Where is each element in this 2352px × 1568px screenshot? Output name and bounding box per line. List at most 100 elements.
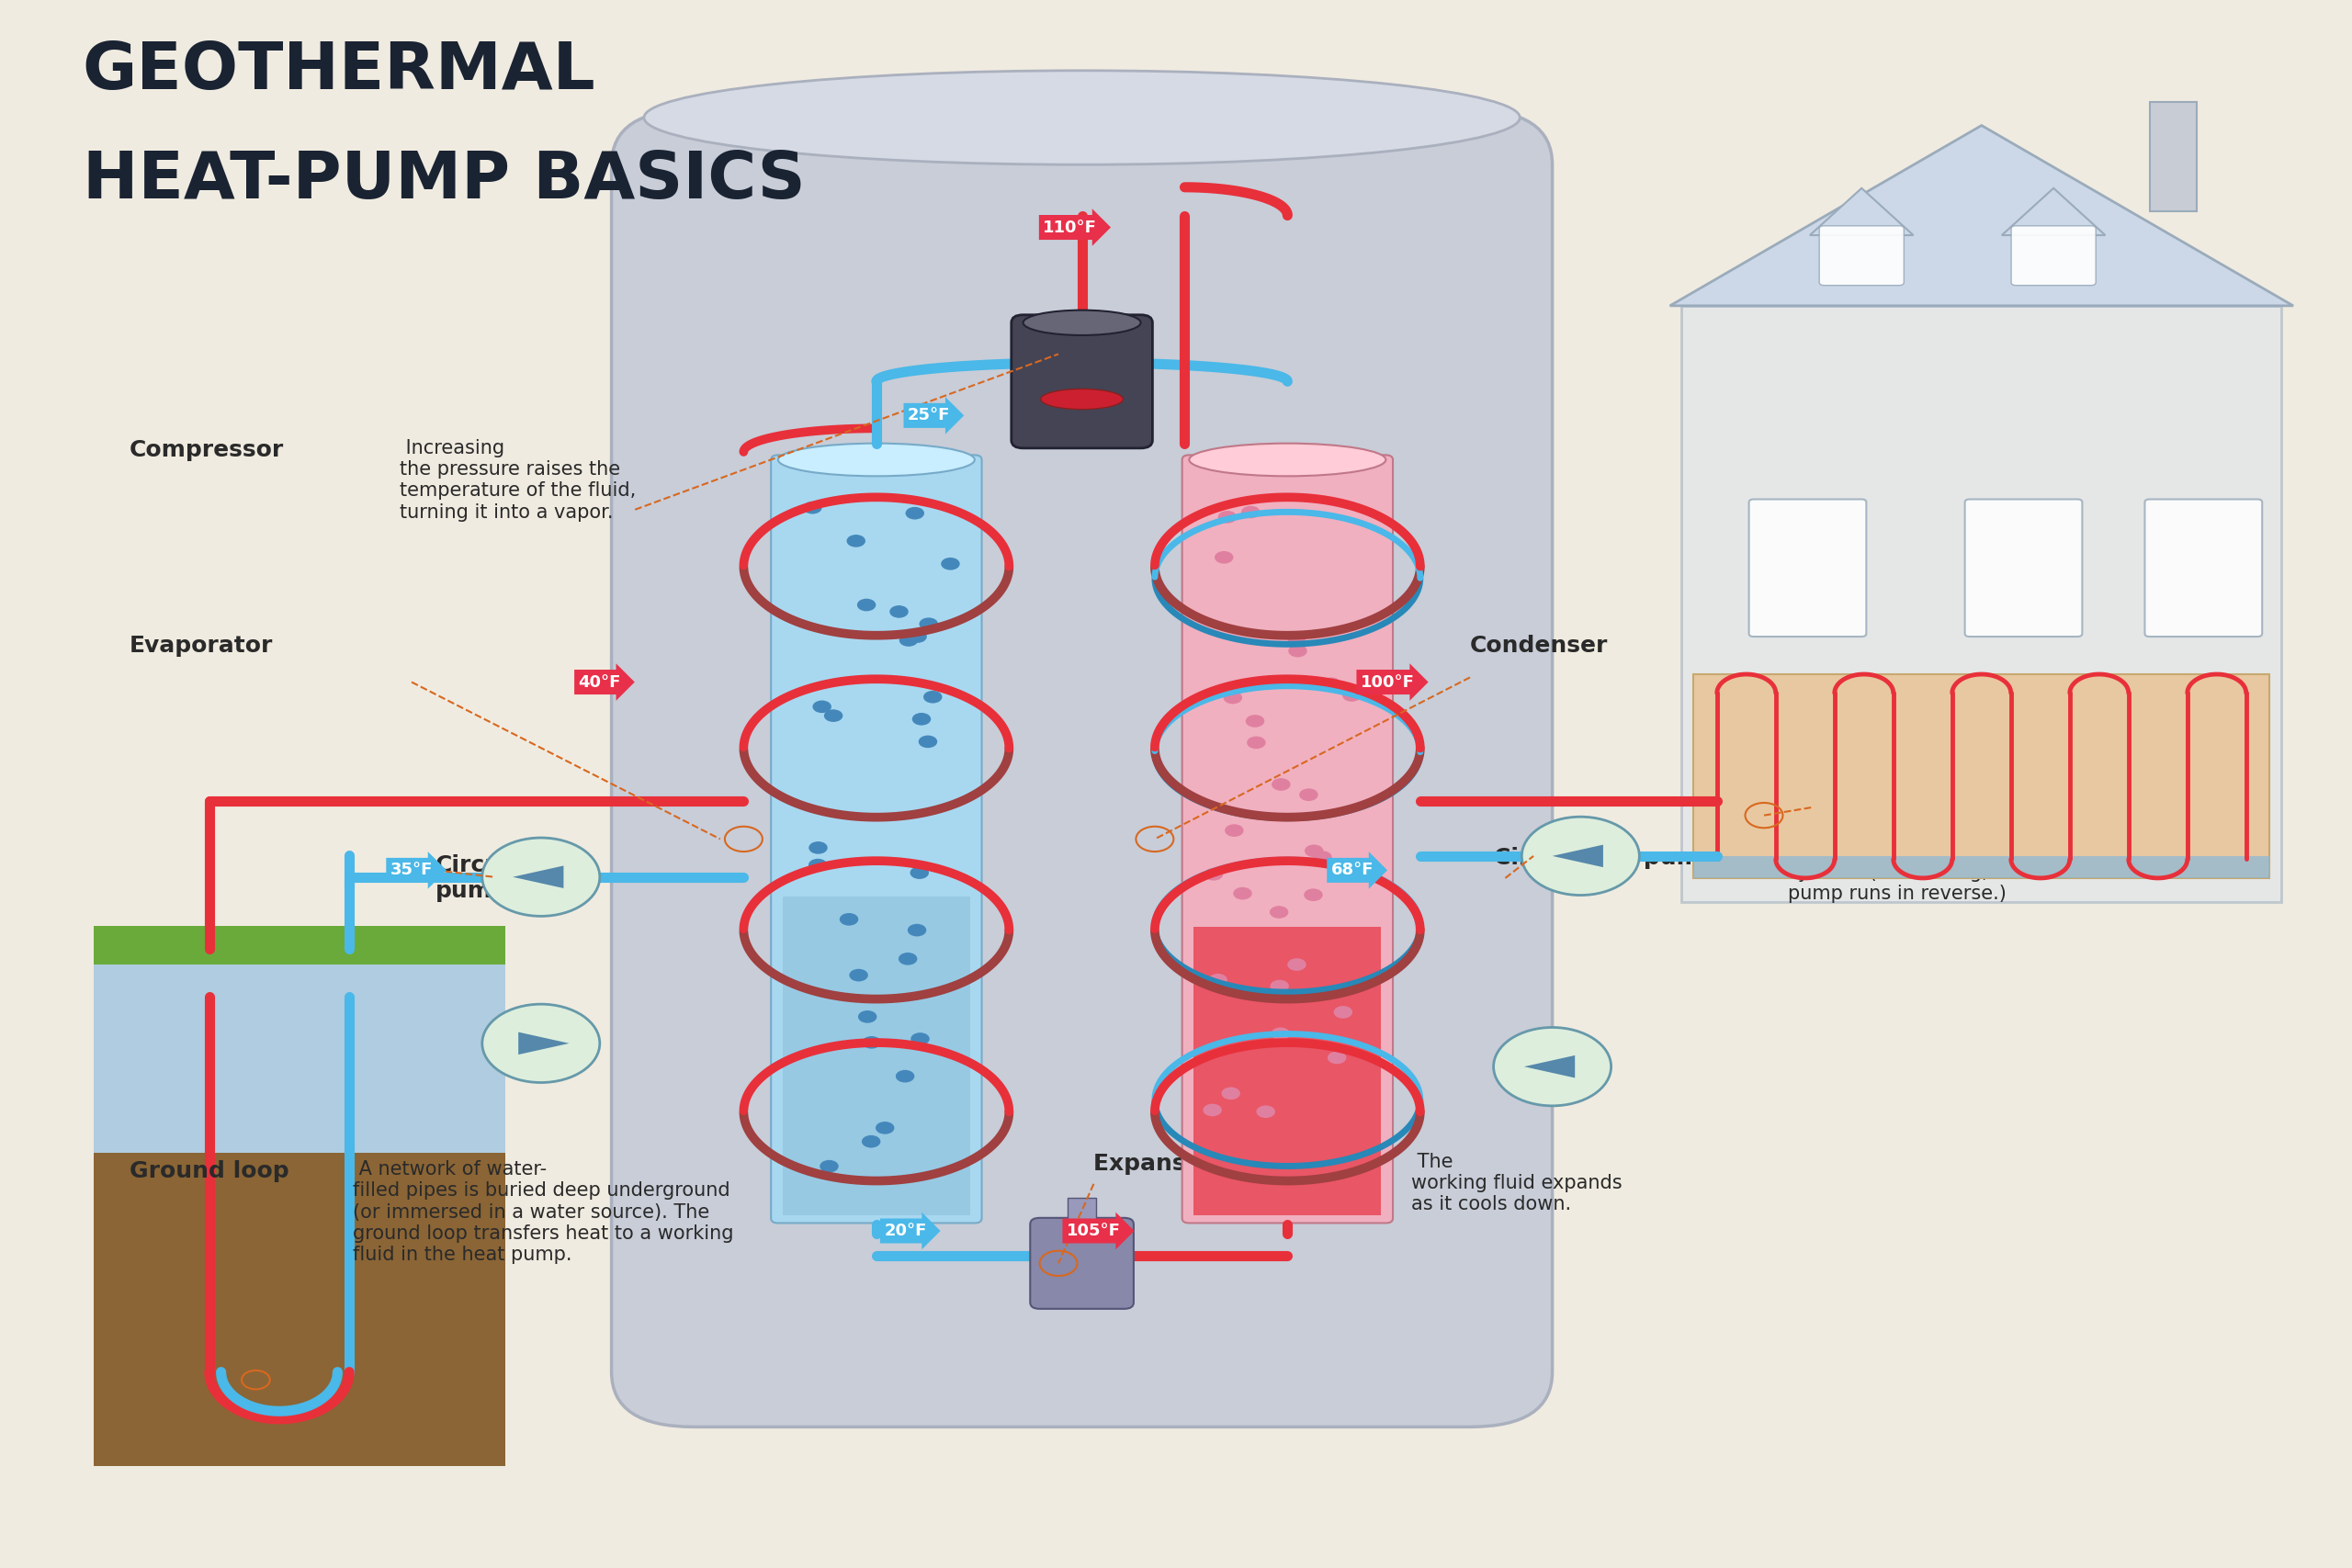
FancyBboxPatch shape bbox=[1820, 226, 1905, 285]
Ellipse shape bbox=[1023, 310, 1141, 336]
Text: 68°F: 68°F bbox=[1331, 862, 1374, 878]
FancyBboxPatch shape bbox=[94, 964, 506, 1152]
Circle shape bbox=[1247, 715, 1265, 728]
Polygon shape bbox=[1670, 125, 2293, 306]
FancyBboxPatch shape bbox=[771, 455, 981, 1223]
Text: Condenser: Condenser bbox=[1470, 635, 1609, 657]
FancyBboxPatch shape bbox=[1068, 1198, 1096, 1229]
Circle shape bbox=[898, 633, 917, 646]
Circle shape bbox=[809, 842, 828, 855]
FancyBboxPatch shape bbox=[1195, 927, 1381, 1215]
Circle shape bbox=[924, 690, 943, 702]
Circle shape bbox=[821, 1160, 840, 1173]
Text: Compressor: Compressor bbox=[129, 439, 285, 461]
Text: A network of water-
filled pipes is buried deep underground
(or immersed in a wa: A network of water- filled pipes is buri… bbox=[353, 1160, 734, 1264]
Circle shape bbox=[1221, 1087, 1240, 1099]
Circle shape bbox=[920, 735, 938, 748]
Polygon shape bbox=[2002, 188, 2105, 235]
Circle shape bbox=[910, 867, 929, 880]
Circle shape bbox=[1287, 632, 1305, 644]
Circle shape bbox=[811, 701, 830, 713]
Circle shape bbox=[908, 924, 927, 936]
FancyBboxPatch shape bbox=[1964, 499, 2082, 637]
Circle shape bbox=[1272, 778, 1291, 790]
Circle shape bbox=[896, 1069, 915, 1082]
Circle shape bbox=[1256, 1105, 1275, 1118]
Circle shape bbox=[858, 1010, 877, 1022]
Circle shape bbox=[1327, 1052, 1345, 1065]
Circle shape bbox=[823, 709, 842, 721]
Text: 110°F: 110°F bbox=[1044, 220, 1096, 235]
FancyBboxPatch shape bbox=[612, 110, 1552, 1427]
Ellipse shape bbox=[644, 71, 1519, 165]
Circle shape bbox=[1522, 817, 1639, 895]
Circle shape bbox=[941, 558, 960, 571]
Circle shape bbox=[910, 1033, 929, 1046]
FancyBboxPatch shape bbox=[2145, 499, 2263, 637]
Text: 25°F: 25°F bbox=[908, 408, 950, 423]
Circle shape bbox=[1202, 1104, 1221, 1116]
Circle shape bbox=[482, 1004, 600, 1082]
Text: Heat-distribution system: Heat-distribution system bbox=[1788, 800, 2112, 822]
Circle shape bbox=[1214, 550, 1232, 563]
Circle shape bbox=[1218, 511, 1237, 524]
Circle shape bbox=[1204, 869, 1223, 881]
Circle shape bbox=[1494, 1027, 1611, 1105]
Text: Ground loop: Ground loop bbox=[129, 1160, 289, 1182]
FancyBboxPatch shape bbox=[1030, 1218, 1134, 1309]
FancyBboxPatch shape bbox=[1693, 856, 2270, 878]
Text: This can be either underfloor
heating, radiators, or a forced-air
system. (For c: This can be either underfloor heating, r… bbox=[1788, 800, 2107, 903]
Circle shape bbox=[1289, 644, 1308, 657]
Circle shape bbox=[1247, 737, 1265, 750]
Circle shape bbox=[1223, 691, 1242, 704]
Ellipse shape bbox=[1190, 444, 1385, 477]
Circle shape bbox=[847, 535, 866, 547]
Circle shape bbox=[1287, 958, 1305, 971]
Circle shape bbox=[1305, 845, 1324, 858]
Circle shape bbox=[898, 952, 917, 964]
Circle shape bbox=[1232, 887, 1251, 900]
Text: Circulating
pump: Circulating pump bbox=[435, 855, 576, 902]
Circle shape bbox=[1343, 688, 1362, 701]
Polygon shape bbox=[1811, 188, 1915, 235]
Circle shape bbox=[1334, 1007, 1352, 1019]
Circle shape bbox=[863, 1036, 882, 1049]
Circle shape bbox=[1303, 889, 1322, 902]
FancyBboxPatch shape bbox=[1693, 674, 2270, 878]
Text: 35°F: 35°F bbox=[390, 862, 433, 878]
FancyBboxPatch shape bbox=[2011, 226, 2096, 285]
Circle shape bbox=[908, 630, 927, 643]
Circle shape bbox=[856, 599, 875, 612]
Circle shape bbox=[1312, 851, 1331, 864]
Circle shape bbox=[840, 913, 858, 925]
Circle shape bbox=[482, 837, 600, 916]
Text: Expansion valve: Expansion valve bbox=[1094, 1152, 1303, 1174]
Circle shape bbox=[1298, 789, 1317, 801]
Text: HEAT-PUMP BASICS: HEAT-PUMP BASICS bbox=[82, 149, 804, 212]
Text: Circulating pump: Circulating pump bbox=[1494, 847, 1717, 869]
Circle shape bbox=[861, 1135, 880, 1148]
Circle shape bbox=[875, 1121, 894, 1134]
FancyBboxPatch shape bbox=[1011, 315, 1152, 448]
Text: Increasing
the pressure raises the
temperature of the fluid,
turning it into a v: Increasing the pressure raises the tempe… bbox=[400, 439, 635, 521]
Text: 20°F: 20°F bbox=[884, 1223, 927, 1239]
Circle shape bbox=[889, 605, 908, 618]
Circle shape bbox=[849, 969, 868, 982]
FancyBboxPatch shape bbox=[2150, 102, 2197, 212]
FancyBboxPatch shape bbox=[1750, 499, 1865, 637]
Circle shape bbox=[1270, 906, 1289, 919]
Text: 40°F: 40°F bbox=[579, 674, 621, 690]
FancyBboxPatch shape bbox=[783, 897, 969, 1215]
Ellipse shape bbox=[779, 444, 974, 477]
Circle shape bbox=[802, 502, 821, 514]
Polygon shape bbox=[513, 866, 564, 887]
Circle shape bbox=[906, 506, 924, 519]
Polygon shape bbox=[1524, 1055, 1576, 1077]
Ellipse shape bbox=[1042, 389, 1124, 409]
FancyBboxPatch shape bbox=[1682, 306, 2281, 902]
Circle shape bbox=[920, 618, 938, 630]
Text: The
working fluid expands
as it cools down.: The working fluid expands as it cools do… bbox=[1411, 1152, 1623, 1214]
FancyBboxPatch shape bbox=[94, 925, 506, 964]
Text: GEOTHERMAL: GEOTHERMAL bbox=[82, 39, 595, 102]
Circle shape bbox=[1270, 1027, 1289, 1040]
